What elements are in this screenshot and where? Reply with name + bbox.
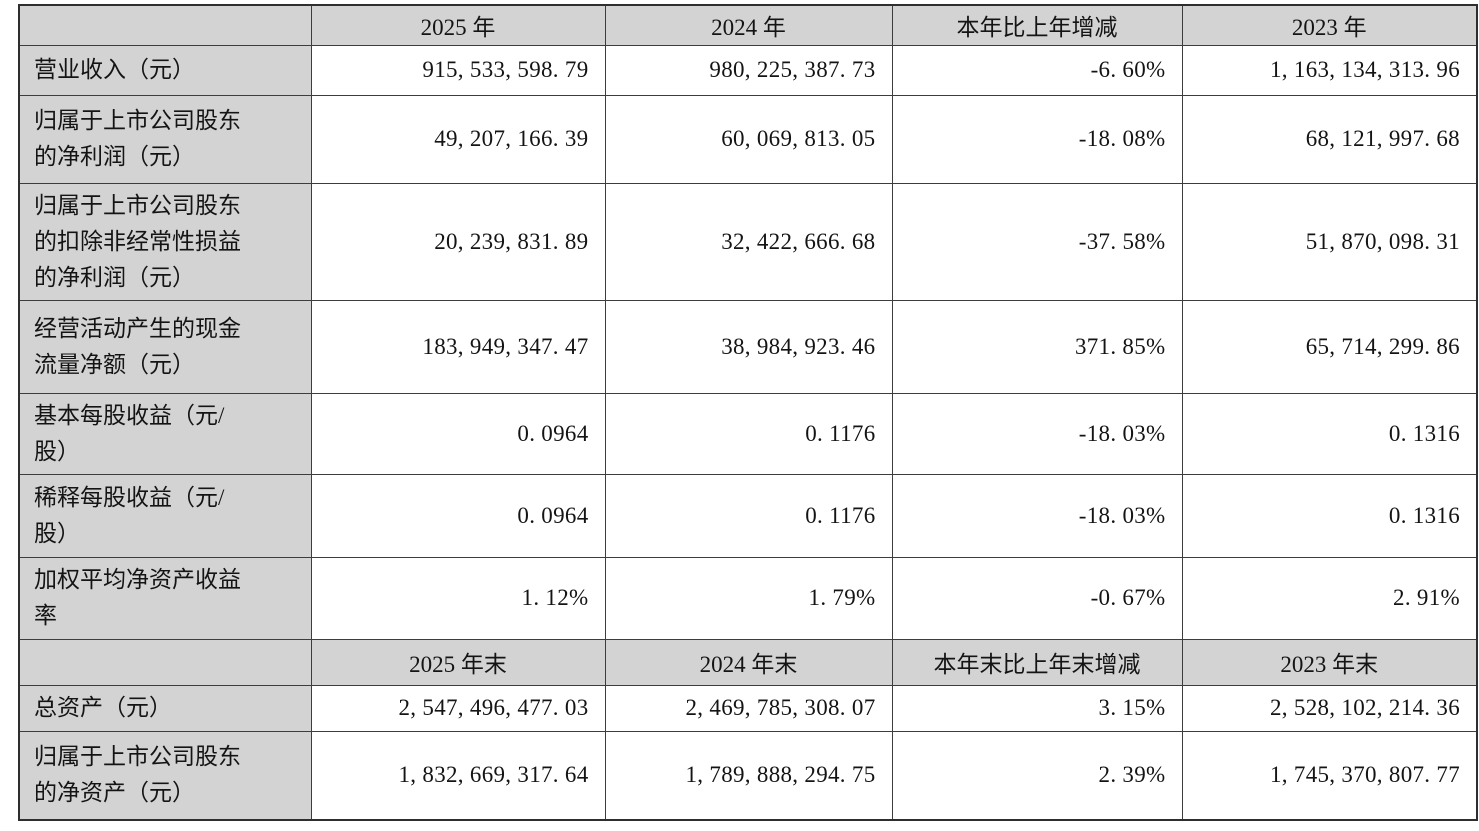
row-label-total-assets: 总资产（元） xyxy=(18,684,312,732)
row-net-profit-excl-nonrecurring: 归属于上市公司股东 的扣除非经常性损益 的净利润（元） 20, 239, 831… xyxy=(18,182,1478,301)
col-header-2023: 2023 年 xyxy=(1181,4,1478,46)
row-label-operating-cash-flow: 经营活动产生的现金 流量净额（元） xyxy=(18,299,312,394)
row-label-net-profit: 归属于上市公司股东 的净利润（元） xyxy=(18,94,312,184)
row-net-profit-attributable: 归属于上市公司股东 的净利润（元） 49, 207, 166. 39 60, 0… xyxy=(18,94,1478,184)
value-cell: 20, 239, 831. 89 xyxy=(310,182,606,301)
value-cell: 60, 069, 813. 05 xyxy=(604,94,893,184)
value-cell: 2, 528, 102, 214. 36 xyxy=(1181,684,1478,732)
row-weighted-avg-roe: 加权平均净资产收益 率 1. 12% 1. 79% -0. 67% 2. 91% xyxy=(18,556,1478,640)
value-cell: 2, 547, 496, 477. 03 xyxy=(310,684,606,732)
value-cell: 0. 0964 xyxy=(310,392,606,475)
value-cell: 32, 422, 666. 68 xyxy=(604,182,893,301)
value-cell: 1, 789, 888, 294. 75 xyxy=(604,730,893,821)
value-cell: 0. 1176 xyxy=(604,473,893,558)
row-label-net-assets: 归属于上市公司股东 的净资产（元） xyxy=(18,730,312,821)
header-row-annual: 2025 年 2024 年 本年比上年增减 2023 年 xyxy=(18,4,1478,46)
value-cell: 68, 121, 997. 68 xyxy=(1181,94,1478,184)
report-page: 2025 年 2024 年 本年比上年增减 2023 年 营业收入（元） 915… xyxy=(0,4,1479,831)
corner-cell xyxy=(18,638,312,686)
value-cell: 0. 1176 xyxy=(604,392,893,475)
row-basic-eps: 基本每股收益（元/ 股） 0. 0964 0. 1176 -18. 03% 0.… xyxy=(18,392,1478,475)
row-label-basic-eps: 基本每股收益（元/ 股） xyxy=(18,392,312,475)
value-cell: 2. 39% xyxy=(891,730,1183,821)
header-row-period-end: 2025 年末 2024 年末 本年末比上年末增减 2023 年末 xyxy=(18,638,1478,686)
value-cell: 1. 12% xyxy=(310,556,606,640)
value-cell: 49, 207, 166. 39 xyxy=(310,94,606,184)
col-header-yoy-end-change: 本年末比上年末增减 xyxy=(891,638,1183,686)
value-cell: -6. 60% xyxy=(891,44,1183,96)
row-total-assets: 总资产（元） 2, 547, 496, 477. 03 2, 469, 785,… xyxy=(18,684,1478,732)
value-cell: 0. 0964 xyxy=(310,473,606,558)
value-cell: 51, 870, 098. 31 xyxy=(1181,182,1478,301)
col-header-2025: 2025 年 xyxy=(310,4,606,46)
col-header-2024-end: 2024 年末 xyxy=(604,638,893,686)
value-cell: 1. 79% xyxy=(604,556,893,640)
value-cell: 1, 163, 134, 313. 96 xyxy=(1181,44,1478,96)
value-cell: 1, 745, 370, 807. 77 xyxy=(1181,730,1478,821)
value-cell: 980, 225, 387. 73 xyxy=(604,44,893,96)
value-cell: -18. 03% xyxy=(891,473,1183,558)
row-net-assets-attributable: 归属于上市公司股东 的净资产（元） 1, 832, 669, 317. 64 1… xyxy=(18,730,1478,821)
value-cell: -18. 03% xyxy=(891,392,1183,475)
row-label-net-profit-excl-nonrecurring: 归属于上市公司股东 的扣除非经常性损益 的净利润（元） xyxy=(18,182,312,301)
value-cell: 65, 714, 299. 86 xyxy=(1181,299,1478,394)
value-cell: 3. 15% xyxy=(891,684,1183,732)
row-label-operating-revenue: 营业收入（元） xyxy=(18,44,312,96)
value-cell: 38, 984, 923. 46 xyxy=(604,299,893,394)
value-cell: -37. 58% xyxy=(891,182,1183,301)
value-cell: 2, 469, 785, 308. 07 xyxy=(604,684,893,732)
row-label-weighted-avg-roe: 加权平均净资产收益 率 xyxy=(18,556,312,640)
value-cell: 183, 949, 347. 47 xyxy=(310,299,606,394)
row-label-diluted-eps: 稀释每股收益（元/ 股） xyxy=(18,473,312,558)
row-operating-cash-flow: 经营活动产生的现金 流量净额（元） 183, 949, 347. 47 38, … xyxy=(18,299,1478,394)
financial-summary-table: 2025 年 2024 年 本年比上年增减 2023 年 营业收入（元） 915… xyxy=(18,4,1478,821)
col-header-2025-end: 2025 年末 xyxy=(310,638,606,686)
corner-cell xyxy=(18,4,312,46)
value-cell: -0. 67% xyxy=(891,556,1183,640)
value-cell: 915, 533, 598. 79 xyxy=(310,44,606,96)
value-cell: 0. 1316 xyxy=(1181,392,1478,475)
col-header-2024: 2024 年 xyxy=(604,4,893,46)
row-diluted-eps: 稀释每股收益（元/ 股） 0. 0964 0. 1176 -18. 03% 0.… xyxy=(18,473,1478,558)
row-operating-revenue: 营业收入（元） 915, 533, 598. 79 980, 225, 387.… xyxy=(18,44,1478,96)
value-cell: 1, 832, 669, 317. 64 xyxy=(310,730,606,821)
col-header-yoy-change: 本年比上年增减 xyxy=(891,4,1183,46)
value-cell: -18. 08% xyxy=(891,94,1183,184)
value-cell: 2. 91% xyxy=(1181,556,1478,640)
col-header-2023-end: 2023 年末 xyxy=(1181,638,1478,686)
value-cell: 371. 85% xyxy=(891,299,1183,394)
value-cell: 0. 1316 xyxy=(1181,473,1478,558)
